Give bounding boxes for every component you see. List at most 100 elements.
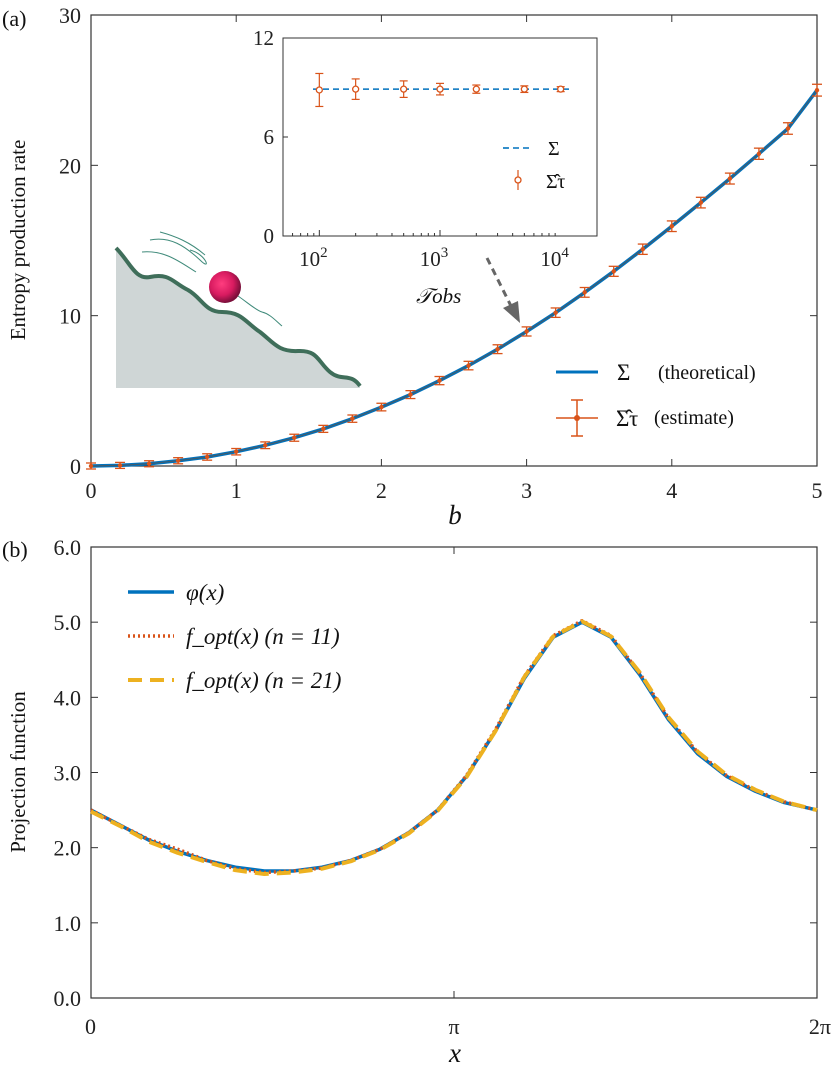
estimate-point: [785, 126, 791, 131]
panel-label-b: (b): [2, 537, 28, 562]
x-tick-label-b: 2π: [809, 1014, 831, 1039]
inset-point: [436, 85, 444, 93]
series-line-2: [90, 619, 818, 876]
inset-x-tick-label: 103: [420, 245, 449, 271]
series-estimate: [86, 83, 822, 470]
y-tick-label-b: 0.0: [54, 986, 82, 1011]
inset-x-axis-label: 𝒯obs: [416, 284, 461, 308]
x-axis-label-a: b: [448, 500, 462, 530]
inset-ticks: 0 6 12 102 103 104: [253, 26, 569, 271]
y-tick-label-a: 10: [59, 304, 81, 329]
schematic-illustration: [114, 231, 362, 388]
inset-y-tick-label: 12: [253, 26, 274, 50]
legend-a-sigma: Σ: [617, 360, 630, 385]
estimate-point: [495, 346, 500, 352]
x-tick-label-b: π: [448, 1014, 459, 1039]
y-tick-label-a: 20: [59, 153, 81, 178]
inset-legend-sigmahat: Σ̂τ: [546, 171, 565, 193]
plot-b-ticks: 0.0 1.0 2.0 3.0 4.0 5.0 6.0 0 π 2π: [54, 535, 831, 1039]
estimate-point: [640, 247, 645, 252]
inset-point: [520, 85, 528, 93]
particle: [209, 271, 241, 303]
inset-series: [313, 72, 572, 108]
estimate-point: [727, 176, 733, 181]
legend-a-marker: [574, 415, 580, 421]
estimate-point: [175, 458, 181, 463]
inset-point: [400, 85, 408, 93]
estimate-point: [756, 151, 762, 156]
trajectory-noise: [141, 231, 283, 327]
slope-shade: [116, 248, 360, 388]
estimate-point: [292, 435, 297, 440]
legend-a-estimate: (estimate): [654, 407, 734, 429]
x-tick-label-b: 0: [85, 1014, 96, 1039]
inset-y-tick-label: 6: [264, 125, 275, 149]
legend-a: Σ (theoretical) Σ̂τ (estimate): [556, 360, 756, 437]
estimate-point: [263, 443, 268, 448]
inset-frame: [282, 37, 598, 237]
x-tick-label-a: 4: [666, 478, 677, 503]
y-tick-label-b: 5.0: [54, 610, 82, 635]
estimate-point: [553, 310, 558, 315]
inset-point: [315, 86, 323, 94]
estimate-point: [234, 449, 239, 454]
y-tick-label-a: 30: [59, 3, 81, 28]
y-tick-label-b: 4.0: [54, 685, 82, 710]
estimate-point: [437, 378, 442, 383]
y-tick-label-a: 0: [70, 454, 81, 479]
estimate-line: [90, 89, 818, 467]
plot-a-frame: [90, 14, 818, 467]
inset-x-tick-label: 104: [540, 245, 569, 271]
estimate-point: [582, 290, 587, 295]
estimate-point: [408, 392, 413, 397]
estimate-point: [669, 224, 674, 229]
inset-point: [352, 85, 360, 93]
inset-y-tick-label: 0: [264, 224, 275, 248]
estimate-point: [117, 463, 123, 468]
estimate-point: [466, 363, 471, 368]
inset-x-tick-label: 102: [299, 245, 328, 271]
series-line-1: [90, 618, 818, 875]
inset-point: [472, 85, 480, 93]
inset-point: [557, 85, 565, 93]
y-axis-label-b: Projection function: [6, 691, 30, 853]
estimate-point: [146, 461, 152, 466]
x-tick-label-a: 2: [376, 478, 387, 503]
legend-b-phi: φ(x): [186, 580, 224, 605]
plot-b-series: [90, 618, 818, 876]
y-tick-label-b: 2.0: [54, 836, 82, 861]
series-line-0: [90, 620, 818, 873]
potential-curve: [114, 246, 362, 388]
legend-b-n11: f_opt(x) (n = 11): [186, 624, 340, 649]
y-tick-label-b: 6.0: [54, 535, 82, 560]
estimate-point: [321, 426, 326, 432]
inset-legend-marker: [514, 176, 522, 184]
x-axis-label-b: x: [448, 1038, 461, 1068]
estimate-point: [350, 416, 355, 421]
estimate-point: [611, 269, 616, 274]
legend-a-theoretical: (theoretical): [658, 362, 756, 384]
estimate-point: [88, 463, 94, 469]
estimate-point: [698, 200, 704, 205]
x-tick-label-a: 1: [231, 478, 242, 503]
inset-pointer-arrow: [485, 257, 514, 309]
plot-b-frame: [90, 546, 818, 999]
estimate-point: [814, 87, 820, 93]
legend-b-n21: f_opt(x) (n = 21): [186, 668, 341, 693]
legend-a-sigmahat: Σ̂τ: [616, 406, 638, 431]
inset-legend: Σ Σ̂τ: [503, 138, 565, 193]
x-tick-label-a: 5: [812, 478, 823, 503]
plot-b: 0.0 1.0 2.0 3.0 4.0 5.0 6.0 0 π 2π Projection fun…: [6, 535, 831, 1068]
panel-label-a: (a): [2, 6, 26, 31]
estimate-point: [379, 404, 384, 410]
y-tick-label-b: 1.0: [54, 911, 82, 936]
x-tick-label-a: 3: [521, 478, 532, 503]
inset-plot: 0 6 12 102 103 104 𝒯obs Σ Σ̂τ: [253, 26, 598, 308]
inset-pointer-arrowhead: [503, 301, 520, 323]
x-tick-label-a: 0: [86, 478, 97, 503]
estimate-point: [204, 454, 210, 460]
y-axis-label-a: Entropy production rate: [6, 140, 30, 341]
